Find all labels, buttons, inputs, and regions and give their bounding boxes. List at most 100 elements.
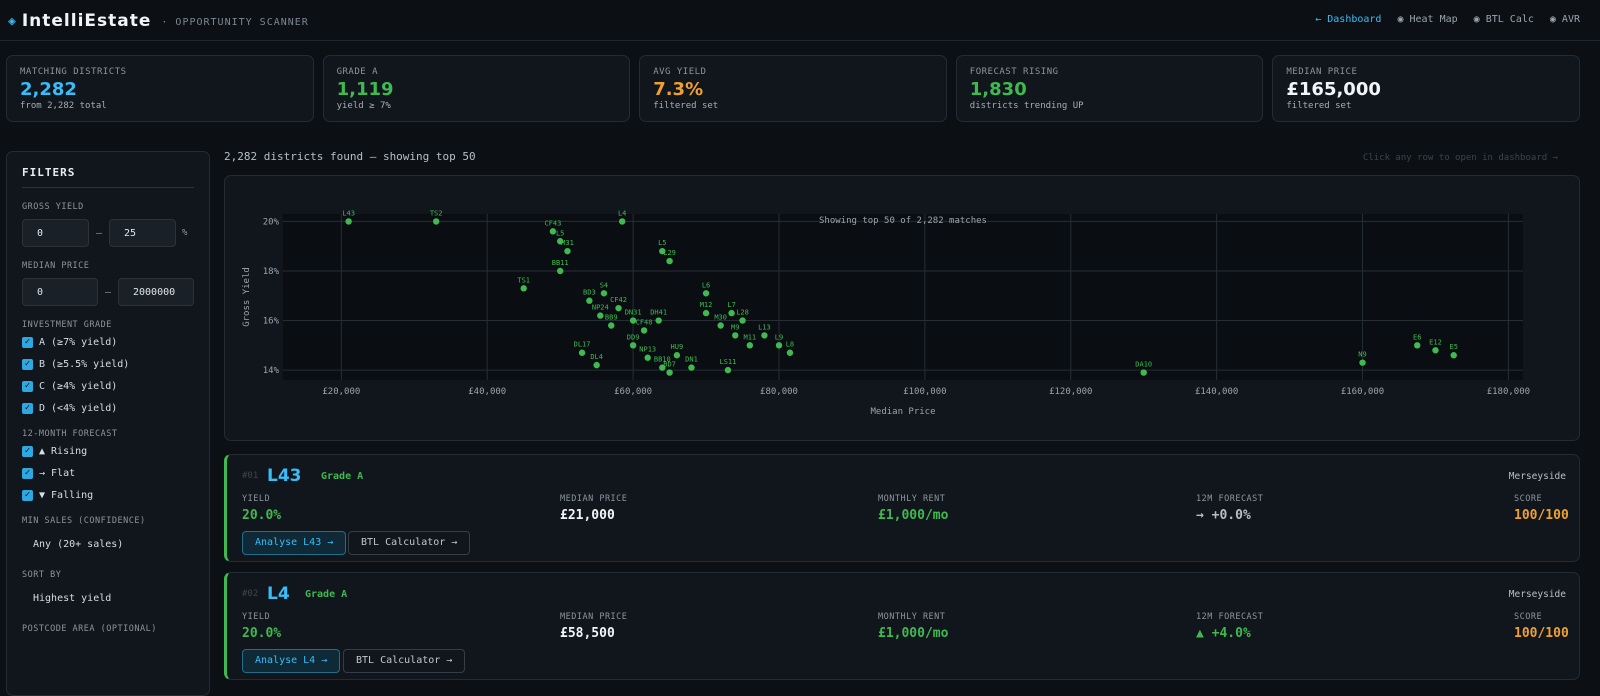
data-point-label: E5 [1449,343,1457,351]
data-point-label: DD9 [627,333,640,341]
nav-heat-map[interactable]: ◉ Heat Map [1397,14,1458,25]
result-card[interactable]: #01 L43 Grade A Merseyside YIELD 20.0% ME… [224,454,1580,562]
results-heading: 2,282 districts found — showing top 50 [224,150,476,163]
x-tick-label: £40,000 [468,387,506,397]
grade-d-checkbox[interactable]: ✓ D (<4% yield) [22,403,194,414]
data-point-label: BB9 [605,313,618,321]
check-icon: ✓ [22,446,33,457]
stat-forecast-rising: FORECAST RISING 1,830 districts trending… [955,55,1264,122]
postcode-label: POSTCODE AREA (OPTIONAL) [22,624,157,634]
grade-b-checkbox[interactable]: ✓ B (≥5.5% yield) [22,359,194,370]
stat-value: 7.3% [653,79,704,100]
data-point-label: LS11 [720,358,737,366]
chart-title: Showing top 50 of 2,282 matches [819,216,987,226]
investment-grade-label: INVESTMENT GRADE [22,320,112,330]
stat-value: £165,000 [1286,79,1381,100]
grade-badge: Grade A [321,471,364,482]
price-label: MEDIAN PRICE [560,494,628,504]
nav-btl-calc[interactable]: ◉ BTL Calc [1473,14,1534,25]
forecast-flat-checkbox[interactable]: ✓ → Flat [22,468,194,479]
y-tick-label: 18% [263,267,280,277]
gross-yield-min-input[interactable] [22,219,89,247]
stat-value: 1,830 [969,79,1027,100]
gross-yield-range: – % [22,219,194,247]
results-hint: Click any row to open in dashboard → [1362,153,1558,163]
forecast-label: 12M FORECAST [1196,612,1264,622]
forecast-rising-checkbox[interactable]: ✓ ▲ Rising [22,446,194,457]
x-tick-label: £60,000 [614,387,652,397]
data-point-label: L9 [775,333,783,341]
data-point [761,332,768,339]
rent-value: £1,000/mo [878,508,949,523]
data-point [775,342,783,349]
btl-calculator-button[interactable]: BTL Calculator → [343,649,466,673]
checkbox-label: D (<4% yield) [39,403,118,414]
analyse-button[interactable]: Analyse L43 → [242,531,347,555]
median-price-max-input[interactable] [118,278,194,306]
data-point-label: M30 [714,313,727,321]
y-tick-label: 20% [263,217,280,227]
price-value: £21,000 [560,508,615,523]
data-point-label: DN31 [625,309,642,317]
sort-select[interactable]: Highest yield [33,593,112,604]
data-point [728,309,735,317]
data-point-label: S4 [600,281,608,289]
check-icon: ✓ [22,403,33,414]
stat-label: MATCHING DISTRICTS [20,67,127,77]
data-point [1450,352,1457,359]
result-card[interactable]: #02 L4 Grade A Merseyside YIELD 20.0% MED… [224,572,1580,680]
data-point-label: NP13 [639,346,656,354]
forecast-falling-checkbox[interactable]: ✓ ▼ Falling [22,490,194,501]
data-point-label: TS2 [430,209,443,217]
gross-yield-max-input[interactable] [109,219,176,247]
data-point-label: BB10 [654,356,671,364]
data-point [578,349,586,356]
stat-sub: from 2,282 total [20,101,107,111]
data-point-label: M9 [731,323,739,331]
scatter-chart-card: £20,000 £40,000 £60,000 £80,000 £100,000 £120… [224,175,1580,441]
data-point [556,267,564,275]
score-value: 100/100 [1514,626,1569,641]
data-point-label: CF42 [610,296,627,304]
score-label: SCORE [1514,612,1543,622]
stat-median-price: MEDIAN PRICE £165,000 filtered set [1272,55,1580,122]
grade-a-checkbox[interactable]: ✓ A (≥7% yield) [22,337,194,348]
data-point-label: L5 [658,239,666,247]
analyse-button[interactable]: Analyse L4 → [242,649,341,673]
data-point [666,257,673,265]
data-point [746,342,754,349]
data-point [629,317,637,324]
stat-value: 1,119 [336,79,394,100]
min-sales-select[interactable]: Any (20+ sales) [33,539,124,550]
grade-c-checkbox[interactable]: ✓ C (≥4% yield) [22,381,194,392]
district-code: L43 [267,466,302,486]
data-point-label: DN1 [685,356,698,364]
btl-calculator-button[interactable]: BTL Calculator → [348,531,471,555]
nav-dashboard[interactable]: ← Dashboard [1315,14,1382,25]
data-point-label: L4 [618,209,626,217]
data-point [520,285,527,292]
stat-sub: filtered set [653,101,719,111]
checkbox-label: C (≥4% yield) [39,381,118,392]
stat-matching-districts: MATCHING DISTRICTS 2,282 from 2,282 tota… [6,55,314,122]
data-point [1414,342,1421,349]
data-point [688,364,695,371]
median-price-min-input[interactable] [22,278,98,306]
min-sales-label: MIN SALES (CONFIDENCE) [22,516,146,526]
checkbox-label: → Flat [39,468,76,479]
data-point [1140,369,1147,376]
data-point [717,322,724,329]
stat-label: MEDIAN PRICE [1286,67,1358,77]
app-logo[interactable]: ◈ IntelliEstate · OPPORTUNITY SCANNER [8,11,309,31]
x-tick-label: £160,000 [1341,387,1384,397]
data-point-label: L29 [663,249,676,257]
nav-avr[interactable]: ◉ AVR [1549,14,1580,25]
yield-label: YIELD [242,612,271,622]
data-point-label: L43 [342,209,355,217]
stat-value: 2,282 [20,79,77,100]
data-point [597,312,604,319]
rank-number: #01 [242,471,259,481]
x-tick-label: £100,000 [903,387,946,397]
score-column: SCORE 100/100 [1514,494,1569,523]
data-point [702,309,710,317]
